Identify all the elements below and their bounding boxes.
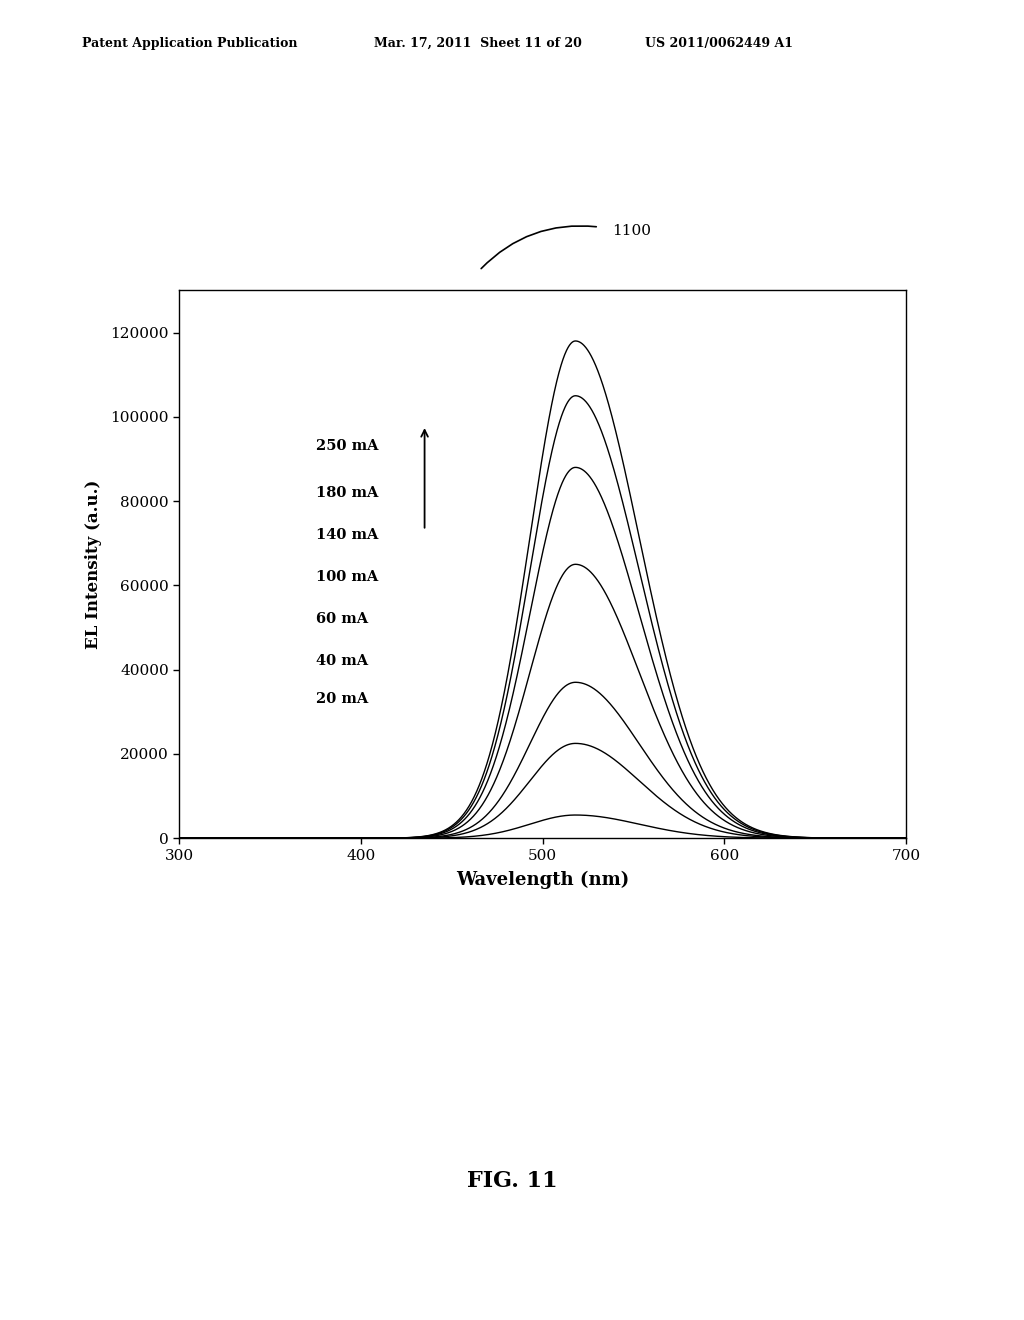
Text: US 2011/0062449 A1: US 2011/0062449 A1 [645,37,794,50]
Text: 250 mA: 250 mA [315,440,378,453]
Text: 140 mA: 140 mA [315,528,378,541]
Text: 40 mA: 40 mA [315,655,368,668]
Text: Patent Application Publication: Patent Application Publication [82,37,297,50]
Text: 20 mA: 20 mA [315,692,368,706]
X-axis label: Wavelength (nm): Wavelength (nm) [456,871,630,890]
Y-axis label: EL Intensity (a.u.): EL Intensity (a.u.) [85,479,102,649]
Text: 100 mA: 100 mA [315,570,378,583]
Text: 1100: 1100 [612,224,651,238]
Text: 180 mA: 180 mA [315,486,378,500]
Text: FIG. 11: FIG. 11 [467,1171,557,1192]
Text: Mar. 17, 2011  Sheet 11 of 20: Mar. 17, 2011 Sheet 11 of 20 [374,37,582,50]
Text: 60 mA: 60 mA [315,612,368,626]
